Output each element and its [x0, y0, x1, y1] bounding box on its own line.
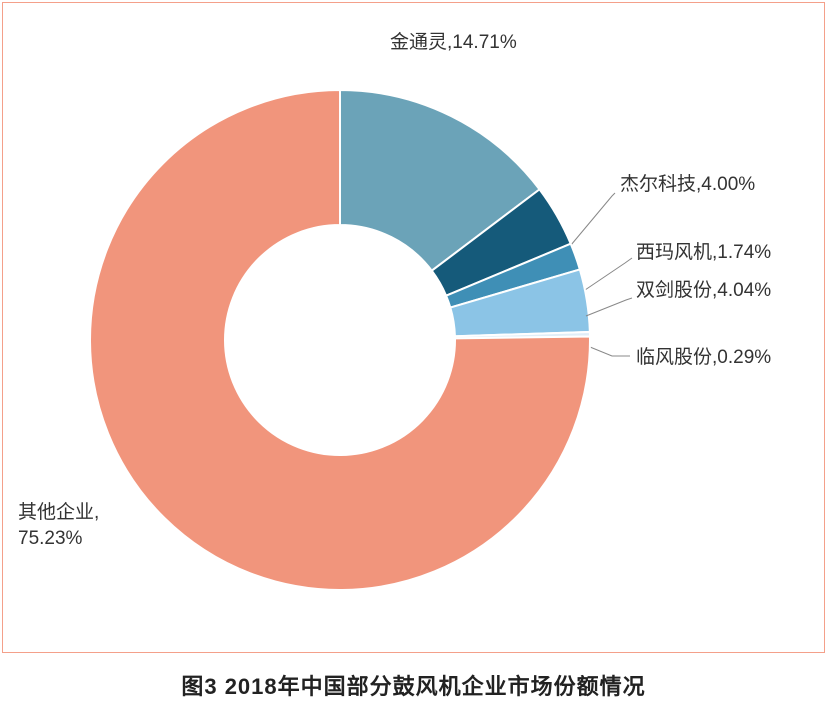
label-西玛风机: 西玛风机,1.74%: [636, 240, 771, 266]
leader-临风股份: [590, 347, 630, 356]
label-其他企业: 其他企业,75.23%: [18, 500, 99, 551]
label-金通灵: 金通灵,14.71%: [390, 30, 517, 56]
chart-caption: 图3 2018年中国部分鼓风机企业市场份额情况: [0, 669, 827, 701]
leader-双剑股份: [586, 298, 632, 316]
donut-svg: [0, 0, 827, 653]
leader-西玛风机: [585, 258, 632, 290]
label-临风股份: 临风股份,0.29%: [636, 345, 771, 371]
label-双剑股份: 双剑股份,4.04%: [636, 278, 771, 304]
donut-chart: 金通灵,14.71% 杰尔科技,4.00% 西玛风机,1.74% 双剑股份,4.04%…: [0, 0, 827, 653]
leader-杰尔科技: [571, 193, 615, 245]
label-杰尔科技: 杰尔科技,4.00%: [620, 172, 755, 198]
